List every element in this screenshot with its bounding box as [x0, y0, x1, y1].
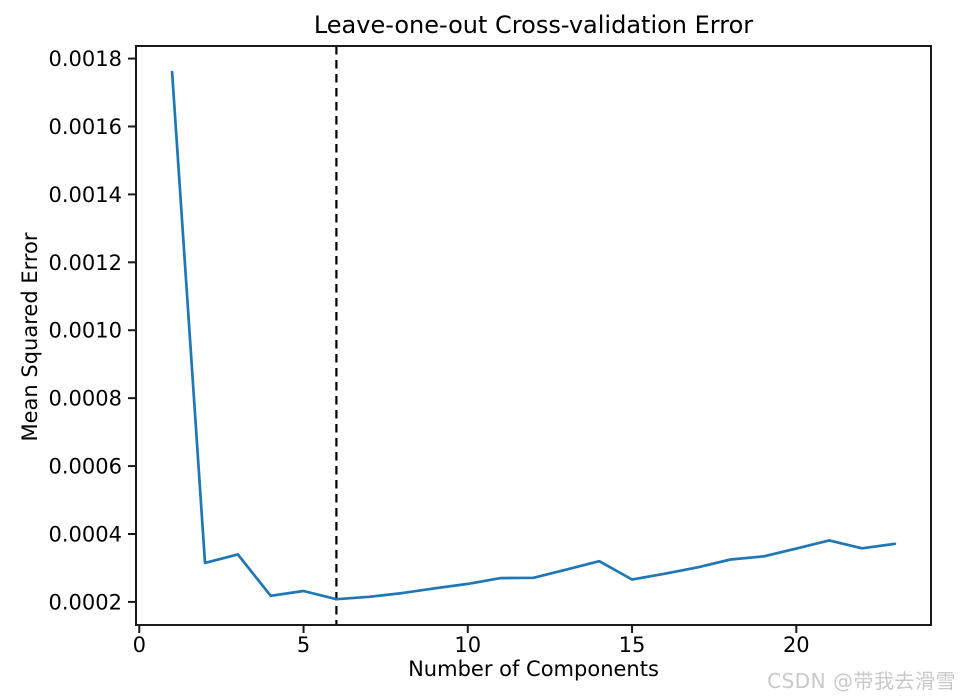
loocv-error-line — [170, 70, 897, 601]
x-tick-label: 10 — [454, 633, 481, 657]
plot-border — [135, 45, 932, 626]
y-tick-label: 0.0006 — [49, 455, 122, 479]
x-tick-label: 5 — [297, 633, 310, 657]
y-tick-label: 0.0014 — [49, 183, 122, 207]
watermark-text: CSDN @带我去滑雪 — [767, 669, 956, 693]
chart-title: Leave-one-out Cross-validation Error — [313, 11, 754, 39]
x-axis-label: Number of Components — [408, 657, 659, 681]
y-tick-label: 0.0016 — [49, 115, 122, 139]
y-tick-label: 0.0018 — [49, 47, 122, 71]
x-tick-label: 15 — [619, 633, 646, 657]
y-tick-label: 0.0010 — [49, 319, 122, 343]
y-tick-label: 0.0002 — [49, 590, 122, 614]
y-axis-label: Mean Squared Error — [18, 232, 42, 442]
y-tick-label: 0.0012 — [49, 251, 122, 275]
y-tick-label: 0.0008 — [49, 387, 122, 411]
x-tick-label: 0 — [133, 633, 146, 657]
x-tick-label: 20 — [783, 633, 810, 657]
y-tick-label: 0.0004 — [49, 522, 122, 546]
